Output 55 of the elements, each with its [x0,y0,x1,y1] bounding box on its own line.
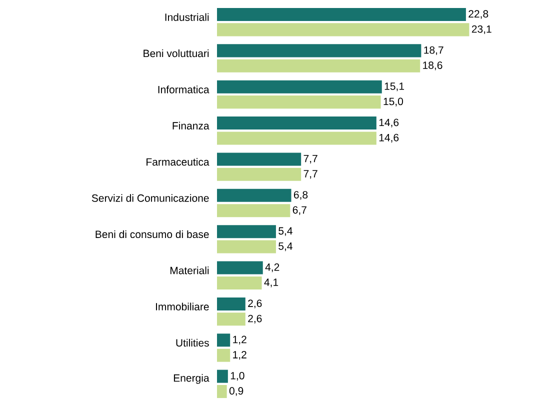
data-label: 4,1 [264,278,278,288]
y-tick-label: Energia [174,374,210,384]
data-label: 22,8 [468,10,488,19]
y-tick-label: Immobiliare [156,302,209,310]
bar [217,116,376,130]
data-label: 4,2 [265,263,280,272]
y-tick-label: Utilities [176,338,209,347]
data-label: 23,1 [472,25,492,34]
bar [217,348,230,362]
bar [217,132,376,145]
y-tick-label: Informatica [158,86,210,94]
data-label: 1,0 [230,372,244,381]
data-label: 0,9 [229,387,244,396]
data-label: 6,7 [292,206,306,215]
data-label: 7,7 [304,154,318,164]
y-tick-label: Beni di consumo di base [96,230,209,238]
y-tick-label: Industriali [165,13,209,21]
data-label: 5,4 [278,227,292,236]
bar [217,23,470,36]
data-label: 18,6 [423,62,442,70]
bar [217,44,422,58]
bar [217,261,263,274]
bar [217,312,246,326]
data-label: 2,6 [248,300,262,308]
data-label: 18,7 [424,46,444,56]
bar [217,188,292,202]
data-label: 6,8 [294,191,308,200]
bar [217,80,382,94]
y-tick-label: Servizi di Comunicazione [92,194,209,202]
data-label: 1,2 [233,350,246,360]
y-tick-label: Beni voluttuari [144,49,209,58]
data-label: 14,6 [379,134,399,143]
data-label: 15,1 [384,82,404,92]
y-tick-label: Finanza [172,122,210,130]
bar [217,334,230,347]
bar [217,297,246,310]
y-tick-label: Farmaceutica [146,158,210,166]
bar [217,276,262,290]
bar [217,96,381,109]
data-label: 14,6 [379,118,399,128]
bar [217,168,302,181]
bar [217,204,290,218]
data-label: 15,0 [384,98,403,106]
bar [217,8,466,22]
bar [217,59,420,72]
bar [217,385,227,398]
data-label: 5,4 [278,242,292,252]
bar [217,152,302,166]
y-tick-label: Materiali [170,266,209,274]
data-label: 7,7 [304,170,318,179]
bar [217,370,228,383]
data-label: 1,2 [233,336,246,344]
data-label: 2,6 [248,314,262,324]
bar [217,240,276,254]
bar [217,225,276,238]
